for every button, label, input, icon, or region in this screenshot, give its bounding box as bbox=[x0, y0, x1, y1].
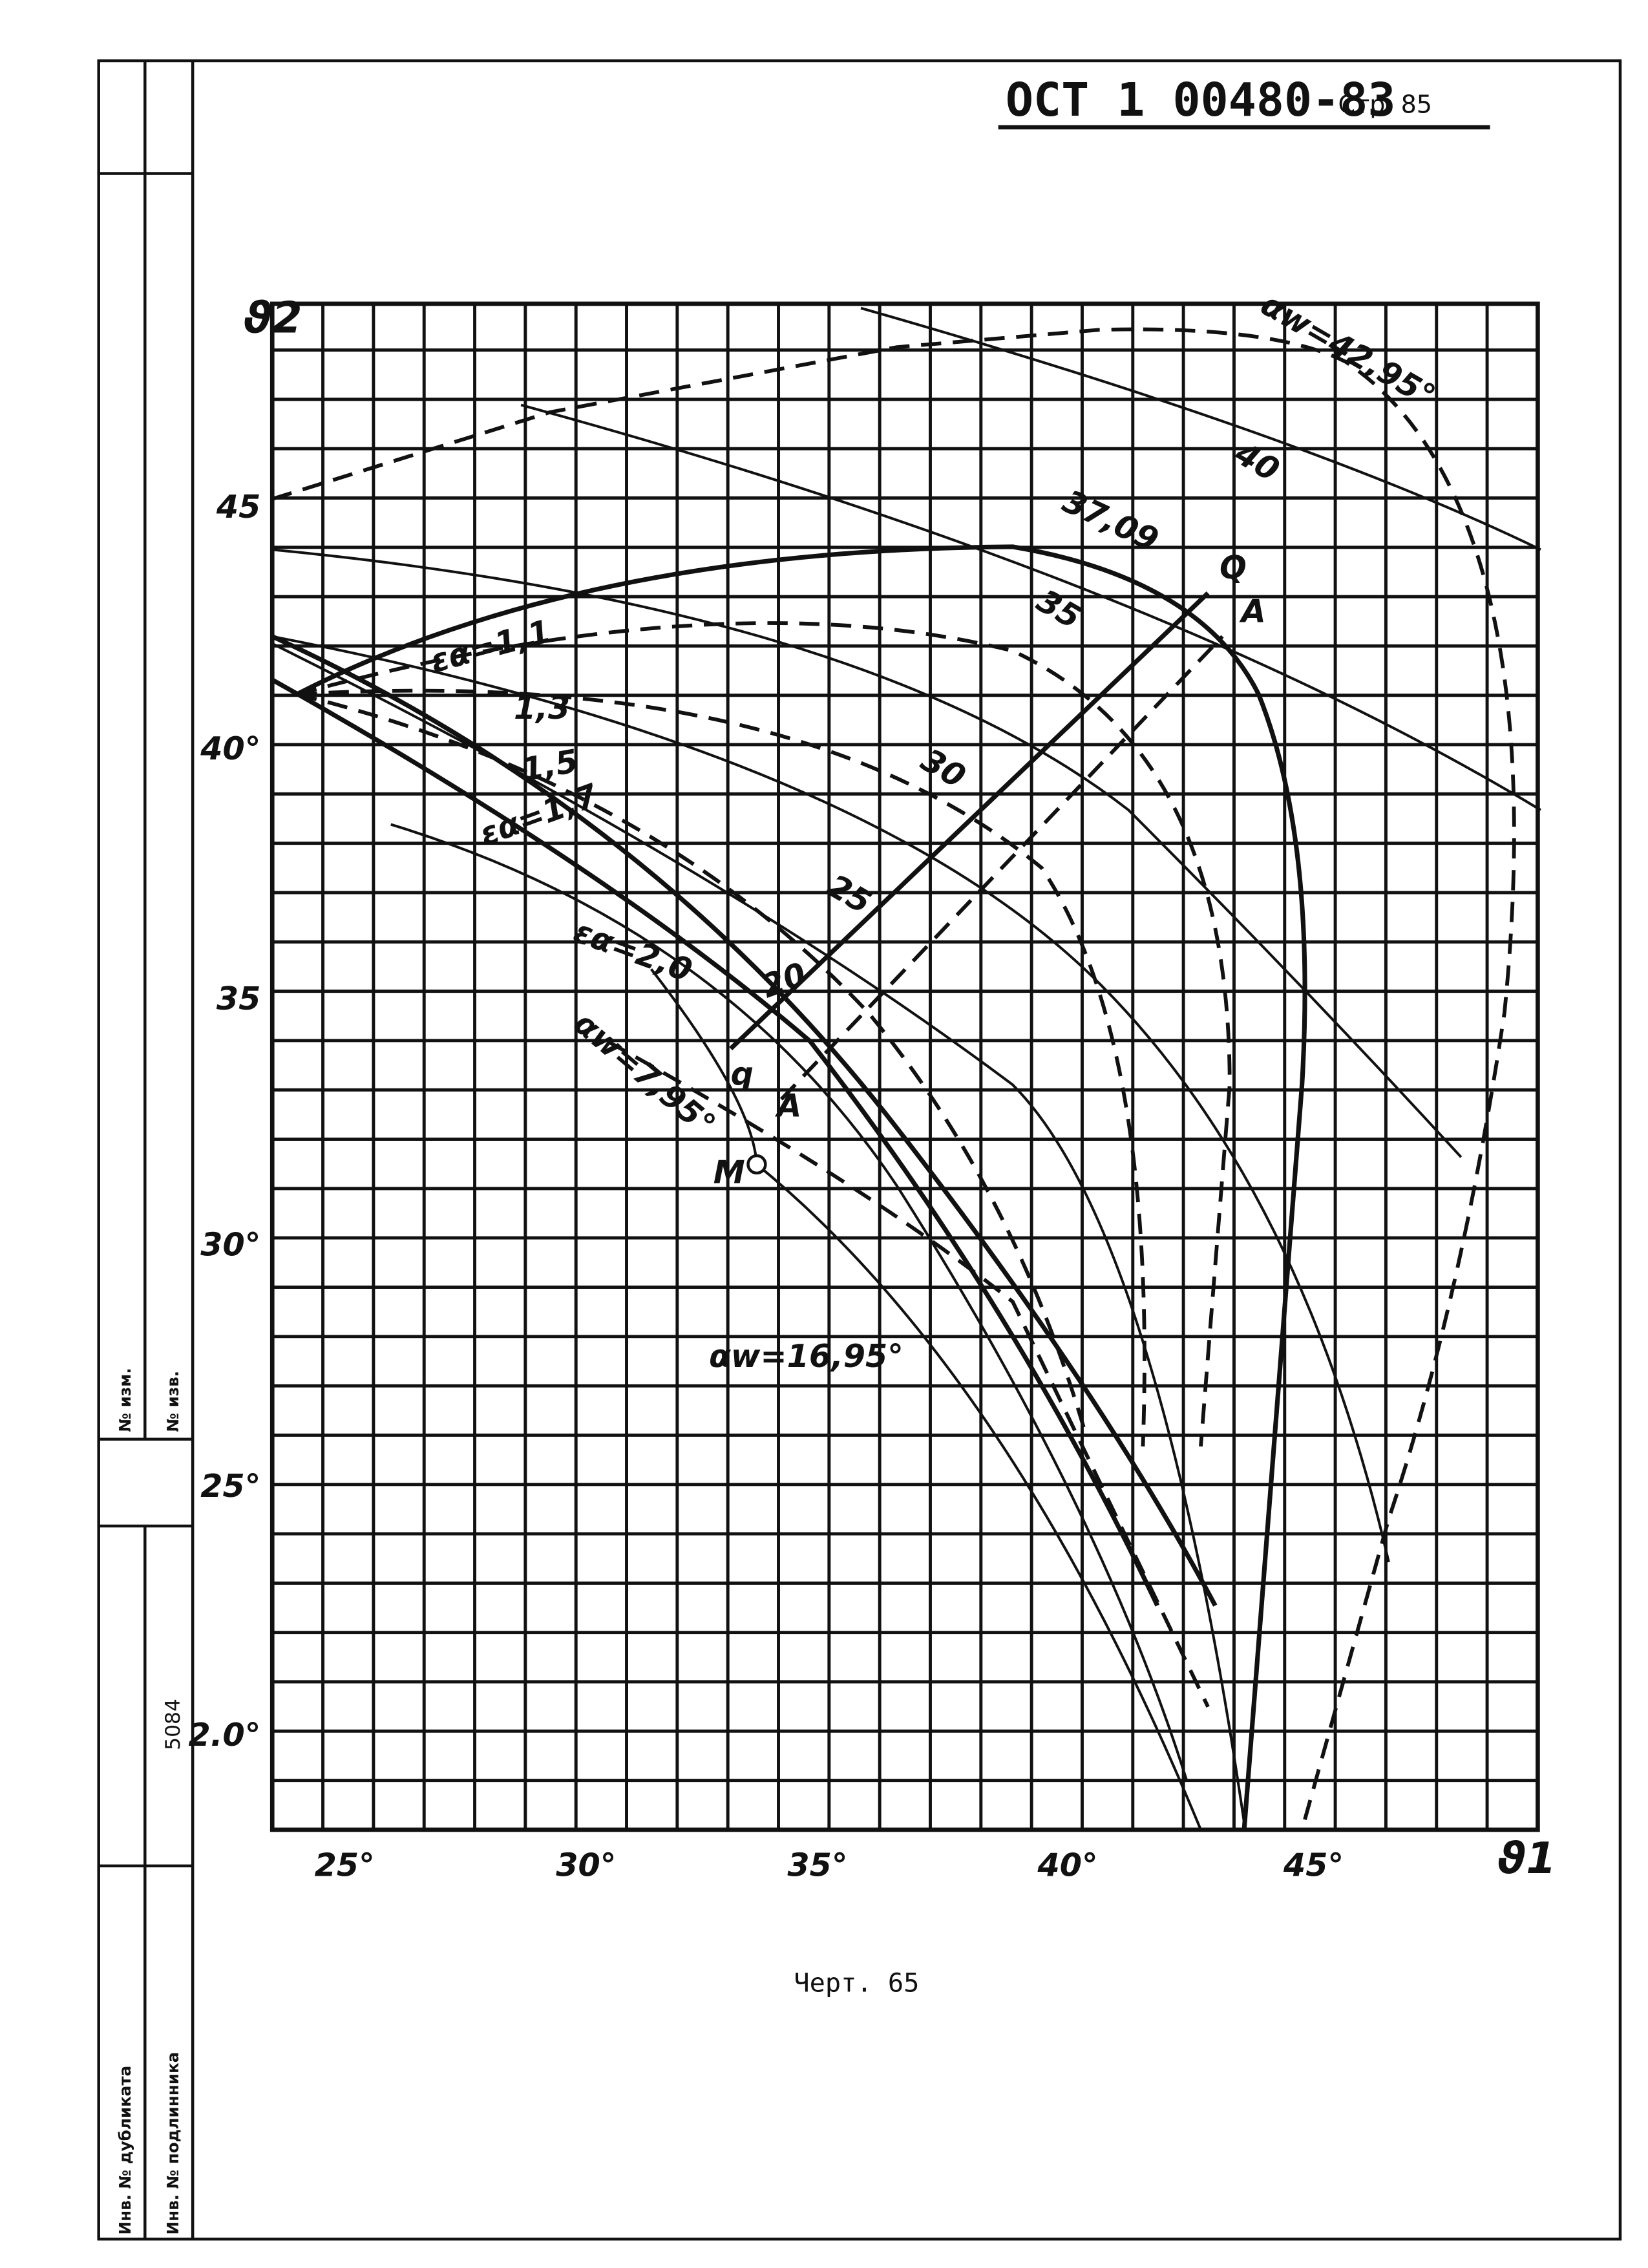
y-axis-label: ϑ2 bbox=[243, 293, 302, 343]
curve-label: εα=1,1 bbox=[427, 612, 555, 680]
curve-label: 35 bbox=[1031, 582, 1088, 636]
y-tick-label: 35 bbox=[217, 980, 260, 1017]
curves bbox=[271, 306, 1541, 1830]
page-number: Стр. 85 bbox=[1338, 90, 1432, 119]
y-tick-label: 45 bbox=[216, 488, 260, 525]
plot-border bbox=[269, 301, 1540, 1832]
stamp-text: 5084 bbox=[162, 1699, 185, 1750]
curve-label: A bbox=[774, 1087, 801, 1125]
y-tick-label: 2.0° bbox=[189, 1716, 261, 1754]
curve-label: 30 bbox=[915, 741, 972, 795]
curve-label: 20 bbox=[757, 955, 811, 1005]
curve-label: A bbox=[1239, 592, 1266, 630]
curve-label: Q bbox=[1220, 549, 1247, 586]
x-axis-label: ϑ1 bbox=[1497, 1833, 1556, 1883]
curve-label: αw=16,95° bbox=[709, 1337, 903, 1375]
x-tick-label: 25° bbox=[315, 1847, 375, 1884]
stamp-text: Инв. № подлинника bbox=[164, 2052, 182, 2235]
stamp-text: Инв. № дубликата bbox=[116, 2066, 134, 2235]
y-tick-label: 25° bbox=[200, 1467, 260, 1505]
curve-label: 40 bbox=[1228, 434, 1285, 489]
curve-label: q bbox=[731, 1055, 754, 1092]
y-tick-label: 30° bbox=[200, 1225, 260, 1263]
curve-label: 1,5 bbox=[519, 742, 581, 789]
ticks: 45 40° 35 30° 25° 2.0° 25° 30° 35° 40° 45° bbox=[189, 488, 1344, 1883]
y-tick-label: 40° bbox=[200, 730, 260, 767]
stamp-text: № изм. bbox=[116, 1368, 134, 1432]
stamp-text: № изв. bbox=[164, 1371, 182, 1432]
grid bbox=[269, 301, 1540, 1832]
doc-title: ОСТ 1 00480-83 bbox=[1006, 73, 1396, 127]
x-tick-label: 30° bbox=[556, 1847, 616, 1884]
caption: Черт. 65 bbox=[794, 1969, 919, 1998]
curve-label: M bbox=[713, 1154, 745, 1191]
curve-label: αw=7,95° bbox=[567, 1004, 723, 1144]
x-tick-label: 35° bbox=[787, 1847, 847, 1884]
curve-label: 1,3 bbox=[514, 689, 570, 726]
x-tick-label: 40° bbox=[1037, 1847, 1098, 1884]
frame bbox=[97, 59, 1622, 2241]
stamp: № изм. № изв. 5084 Инв. № дубликата Инв.… bbox=[116, 1368, 185, 2234]
x-tick-label: 45° bbox=[1283, 1847, 1344, 1884]
